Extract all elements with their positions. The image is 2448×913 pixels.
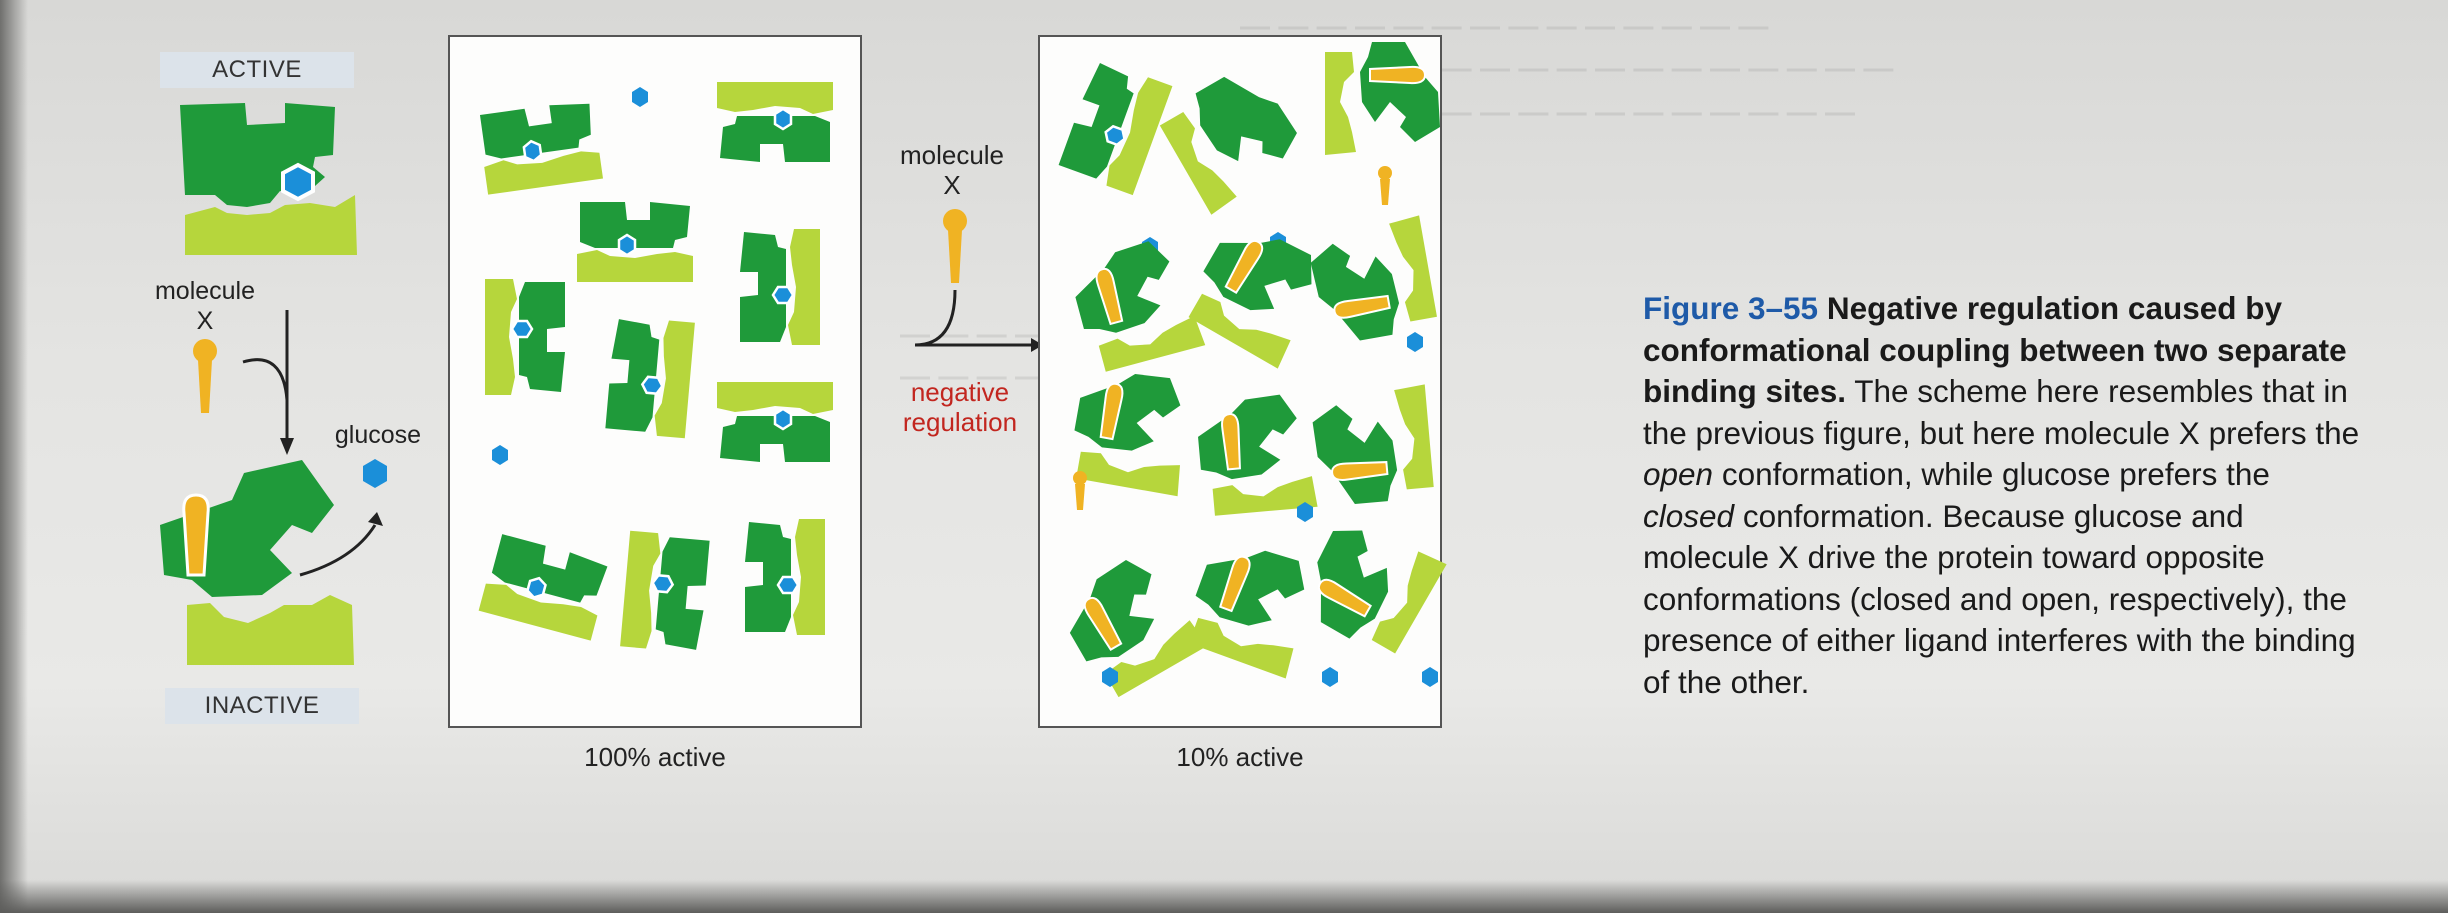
active-panel-caption: 100% active (584, 742, 726, 772)
inhibited-panel-caption: 10% active (1176, 742, 1304, 772)
page-bottom-shadow (0, 880, 2448, 913)
middle-molecule-x-label: molecule X (882, 140, 1022, 200)
active-protein-diagram (180, 103, 357, 255)
left-molecule-x-icon (193, 339, 217, 413)
negative-word: negative (910, 377, 1010, 407)
caption-body-1: The scheme here resembles that in the pr… (1643, 373, 2360, 451)
figure-caption: Figure 3–55 Negative regulation caused b… (1643, 288, 2363, 703)
active-label: ACTIVE (160, 52, 354, 88)
binding-arrows (242, 310, 383, 577)
inhibited-population-proteins (1051, 41, 1448, 704)
inactive-label: INACTIVE (165, 688, 359, 724)
caption-em-closed: closed (1643, 497, 1735, 534)
negative-regulation-arrow (914, 289, 1043, 352)
left-molecule-word: molecule (154, 277, 256, 305)
regulation-word: regulation (902, 407, 1018, 437)
caption-body-2: conformation, while glucose prefers the (1713, 456, 2270, 492)
middle-molecule-letter: X (943, 170, 961, 200)
middle-molecule-x-icon (943, 209, 967, 283)
figure-number: Figure 3–55 (1643, 290, 1819, 326)
inactive-protein-diagram (160, 460, 354, 665)
negative-regulation-label: negative regulation (880, 377, 1040, 437)
left-molecule-x-label: molecule X (150, 276, 260, 336)
active-population-proteins (475, 80, 835, 655)
page-edge-shadow (0, 0, 28, 913)
figure-title: Negative regulation caused by conformati… (1643, 290, 2347, 409)
caption-em-open: open (1643, 456, 1714, 492)
glucose-label: glucose (334, 421, 422, 449)
left-molecule-letter: X (196, 307, 214, 335)
caption-body-3: conformation. Because glucose and molecu… (1643, 497, 2356, 700)
left-glucose-icon (363, 459, 387, 488)
middle-molecule-word: molecule (899, 140, 1005, 170)
